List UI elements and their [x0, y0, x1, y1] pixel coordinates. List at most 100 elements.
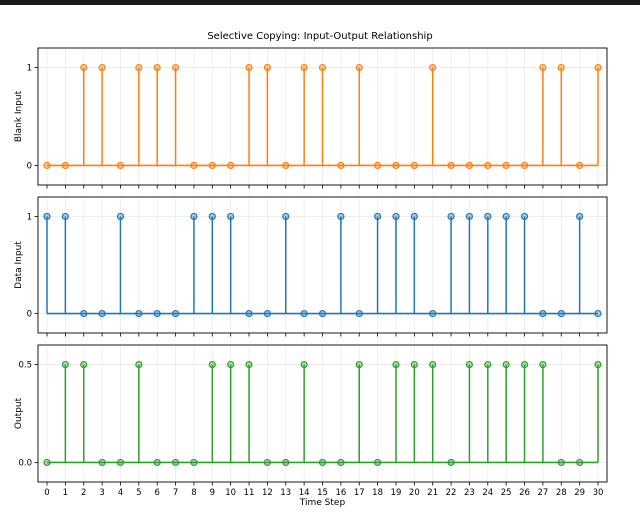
x-tick-label: 7	[173, 488, 178, 498]
panel-data-input: 0 1 Data Input	[14, 196, 608, 337]
stem-marker	[98, 309, 106, 318]
stem-marker	[539, 63, 547, 72]
x-tick-label: 13	[280, 488, 291, 498]
x-tick-label: 5	[136, 488, 141, 498]
y-tick-label: 1	[27, 212, 32, 222]
x-tick-label: 8	[191, 488, 196, 498]
stem-marker	[263, 63, 271, 72]
stem-marker	[116, 161, 125, 170]
stem-marker	[153, 458, 161, 467]
stem-marker	[282, 458, 290, 467]
x-tick-label: 3	[99, 488, 104, 498]
x-tick-label: 12	[262, 488, 273, 498]
x-tick-label: 4	[118, 488, 123, 498]
stem-marker	[116, 458, 125, 467]
stem-marker	[43, 458, 51, 467]
y-axis-label: Output	[14, 397, 24, 429]
stem-marker	[245, 63, 253, 72]
stem-marker	[245, 309, 253, 318]
y-tick-label: 0	[27, 161, 32, 171]
stem-marker	[227, 161, 235, 170]
stem-marker	[355, 360, 363, 369]
stem-marker	[227, 360, 235, 369]
stem-marker	[557, 309, 565, 318]
y-tick-label: 1	[27, 64, 32, 74]
stem-marker	[429, 360, 437, 369]
stem-marker	[502, 161, 510, 170]
stem-marker	[484, 161, 492, 170]
x-tick-label: 6	[154, 488, 159, 498]
stem-marker	[410, 360, 418, 369]
x-axis-label: Time Step	[299, 498, 346, 508]
stem-marker	[374, 212, 382, 221]
y-tick-label: 0	[27, 310, 32, 320]
stem-marker	[282, 212, 290, 221]
stem-marker	[520, 360, 529, 369]
stem-marker	[576, 161, 584, 170]
stem-marker	[392, 212, 400, 221]
stem-marker	[410, 212, 418, 221]
stem-marker	[135, 309, 143, 318]
stem-marker	[80, 63, 88, 72]
stem-marker	[61, 360, 69, 369]
x-tick-label: 26	[519, 488, 530, 498]
x-tick-label: 28	[556, 488, 567, 498]
stem-marker	[465, 161, 474, 170]
stem-marker	[392, 161, 400, 170]
stem-marker	[447, 161, 455, 170]
stem-marker	[355, 63, 363, 72]
x-tick-label: 30	[593, 488, 604, 498]
x-tick-label: 21	[427, 488, 438, 498]
stem-marker	[116, 212, 125, 221]
stem-marker	[98, 458, 106, 467]
stem-marker	[208, 212, 216, 221]
stem-marker	[576, 458, 584, 467]
x-tick-label: 18	[372, 488, 383, 498]
x-tick-label: 16	[335, 488, 346, 498]
stem-marker	[263, 458, 271, 467]
stem-marker	[429, 63, 437, 72]
stem-marker	[465, 360, 474, 369]
stem-marker	[300, 309, 308, 318]
stem-marker	[282, 161, 290, 170]
stem-marker	[153, 63, 161, 72]
panel-output: 0.0 0.5 Output	[14, 344, 608, 486]
stem-marker	[263, 309, 271, 318]
stem-marker	[208, 360, 216, 369]
x-tick-label: 0	[44, 488, 49, 498]
x-tick-label: 17	[354, 488, 365, 498]
stem-marker	[43, 161, 51, 170]
x-tick-label: 29	[574, 488, 585, 498]
x-tick-label: 10	[225, 488, 236, 498]
stem-marker	[484, 212, 492, 221]
window-top-bar	[0, 0, 640, 5]
stem-marker	[410, 161, 418, 170]
stem-marker	[557, 458, 565, 467]
x-tick-label: 2	[81, 488, 86, 498]
stem-marker	[61, 161, 69, 170]
stem-marker	[245, 360, 253, 369]
stem-marker	[557, 63, 565, 72]
x-tick-label: 19	[391, 488, 402, 498]
x-tick-label: 15	[317, 488, 328, 498]
stem-marker	[135, 63, 143, 72]
stem-marker	[227, 212, 235, 221]
x-tick-label: 11	[244, 488, 255, 498]
stem-marker	[539, 360, 547, 369]
stem-marker	[520, 161, 529, 170]
y-tick-label: 0.0	[18, 458, 32, 468]
stem-marker	[374, 458, 382, 467]
stem-marker	[594, 360, 602, 369]
stem-marker	[98, 63, 106, 72]
stem-marker	[576, 212, 584, 221]
x-tick-label: 24	[482, 488, 493, 498]
stem-marker	[300, 360, 308, 369]
stem-marker	[80, 309, 88, 318]
x-tick-label: 22	[446, 488, 457, 498]
stem-marker	[337, 458, 345, 467]
stem-marker	[300, 63, 308, 72]
stem-marker	[318, 63, 327, 72]
stem-marker	[539, 309, 547, 318]
stem-marker	[337, 212, 345, 221]
stem-marker	[61, 212, 69, 221]
